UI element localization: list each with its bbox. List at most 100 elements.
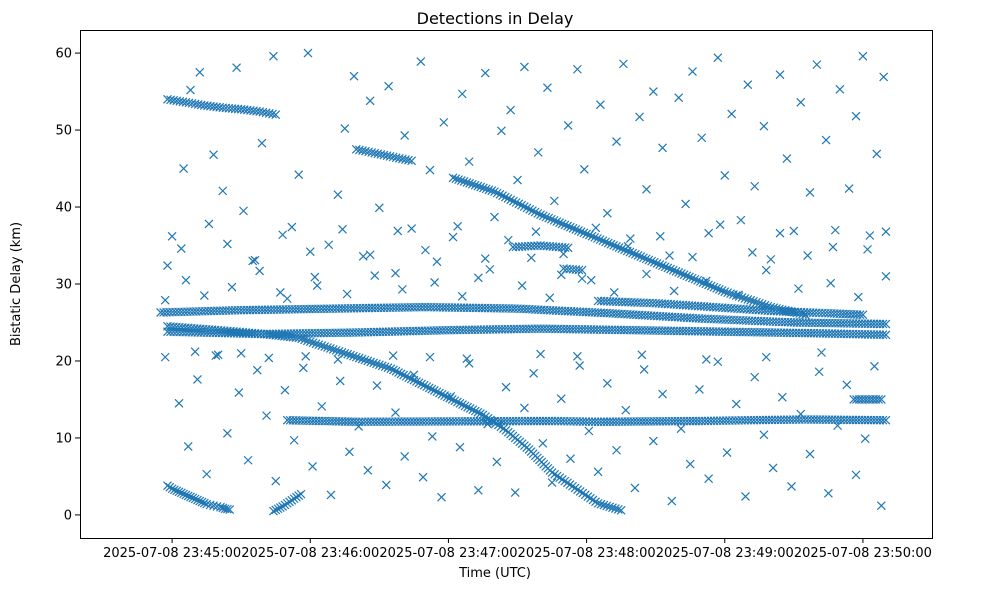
data-point: [448, 232, 458, 242]
data-point: [630, 249, 640, 259]
data-point: [174, 398, 184, 408]
data-point: [268, 109, 277, 119]
data-point: [560, 220, 570, 230]
data-point: [552, 471, 562, 481]
data-point: [844, 184, 854, 193]
data-point: [205, 500, 215, 510]
data-point: [199, 291, 209, 300]
data-point: [674, 268, 684, 277]
data-point: [308, 338, 318, 348]
x-tick-label: 2025-07-08 23:47:00: [379, 546, 517, 561]
data-point: [333, 190, 343, 200]
data-point: [400, 451, 410, 461]
data-point: [490, 212, 499, 222]
data-point: [623, 241, 633, 251]
data-point: [289, 435, 299, 445]
data-point: [761, 352, 771, 362]
data-point: [487, 186, 497, 196]
data-point: [574, 226, 583, 235]
data-point: [828, 242, 838, 252]
data-point: [541, 212, 551, 222]
data-point: [538, 211, 548, 221]
data-point: [372, 381, 382, 391]
data-point: [325, 344, 335, 353]
data-point: [453, 221, 463, 231]
data-point: [676, 424, 686, 434]
data-point: [568, 223, 578, 233]
data-point: [222, 428, 232, 438]
data-point: [419, 380, 429, 390]
data-point: [549, 196, 559, 206]
data-point: [462, 177, 472, 187]
data-point: [812, 60, 822, 70]
data-point: [658, 261, 667, 271]
data-point: [269, 506, 278, 516]
data-point: [384, 81, 393, 91]
data-point: [688, 67, 697, 76]
data-point: [418, 472, 428, 482]
data-point: [468, 405, 478, 415]
data-point: [823, 488, 833, 498]
data-point: [881, 319, 891, 329]
data-point: [546, 214, 556, 224]
data-point: [794, 284, 803, 294]
y-tick-label: 10: [55, 431, 72, 446]
data-point: [602, 501, 612, 511]
data-point: [879, 72, 889, 82]
data-point: [218, 186, 228, 196]
data-point: [365, 96, 375, 106]
data-point: [647, 256, 657, 266]
data-point: [271, 476, 281, 486]
data-point: [565, 222, 575, 232]
data-point: [641, 254, 651, 264]
data-point: [611, 241, 621, 251]
data-point: [369, 358, 379, 368]
data-point: [652, 258, 662, 268]
data-point: [248, 256, 258, 266]
data-point: [750, 181, 760, 191]
data-point: [492, 188, 502, 198]
data-point: [648, 436, 658, 446]
data-point: [628, 248, 638, 258]
data-point: [674, 93, 684, 103]
data-point: [160, 352, 170, 362]
data-point: [414, 378, 424, 388]
data-point: [575, 486, 585, 496]
data-point: [190, 494, 200, 504]
data-point: [603, 238, 613, 248]
data-point: [310, 272, 320, 282]
data-point: [370, 271, 380, 280]
data-point: [596, 499, 606, 509]
data-point: [649, 257, 659, 267]
data-point: [479, 183, 488, 193]
data-point: [701, 355, 711, 364]
data-point: [501, 382, 511, 392]
data-point: [331, 345, 341, 355]
data-point: [209, 150, 218, 160]
data-point: [236, 348, 246, 358]
data-point: [614, 243, 624, 252]
data-point: [576, 227, 586, 237]
data-point: [731, 291, 741, 300]
data-point: [490, 187, 499, 197]
data-point: [250, 255, 260, 265]
data-point: [457, 291, 467, 301]
data-point: [464, 157, 474, 167]
data-point: [563, 221, 573, 231]
data-point: [690, 274, 700, 284]
y-axis: 0 10 20 30 40 50 60: [55, 47, 80, 523]
data-point: [743, 80, 753, 90]
data-point: [401, 371, 411, 381]
data-point: [255, 266, 265, 276]
data-point: [658, 389, 668, 399]
data-point: [492, 457, 502, 467]
data-point: [302, 336, 312, 346]
data-point: [358, 251, 368, 261]
data-point: [667, 496, 677, 506]
data-point: [462, 354, 472, 364]
data-point: [470, 180, 480, 190]
data-point: [400, 131, 410, 140]
data-point: [533, 147, 543, 157]
data-point: [195, 496, 205, 506]
